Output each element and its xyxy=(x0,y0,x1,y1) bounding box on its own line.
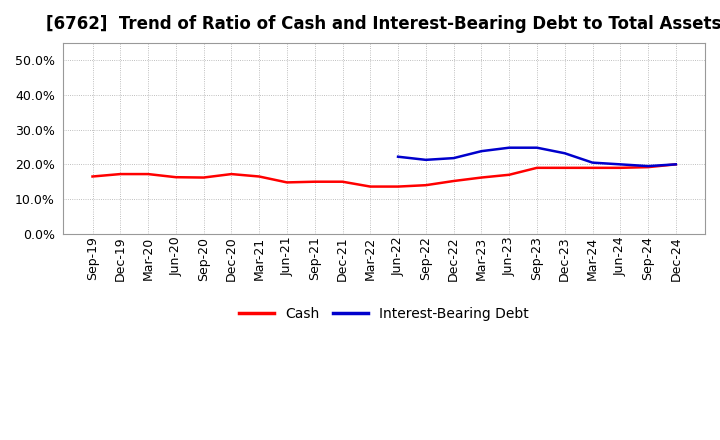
Title: [6762]  Trend of Ratio of Cash and Interest-Bearing Debt to Total Assets: [6762] Trend of Ratio of Cash and Intere… xyxy=(47,15,720,33)
Legend: Cash, Interest-Bearing Debt: Cash, Interest-Bearing Debt xyxy=(234,301,534,326)
